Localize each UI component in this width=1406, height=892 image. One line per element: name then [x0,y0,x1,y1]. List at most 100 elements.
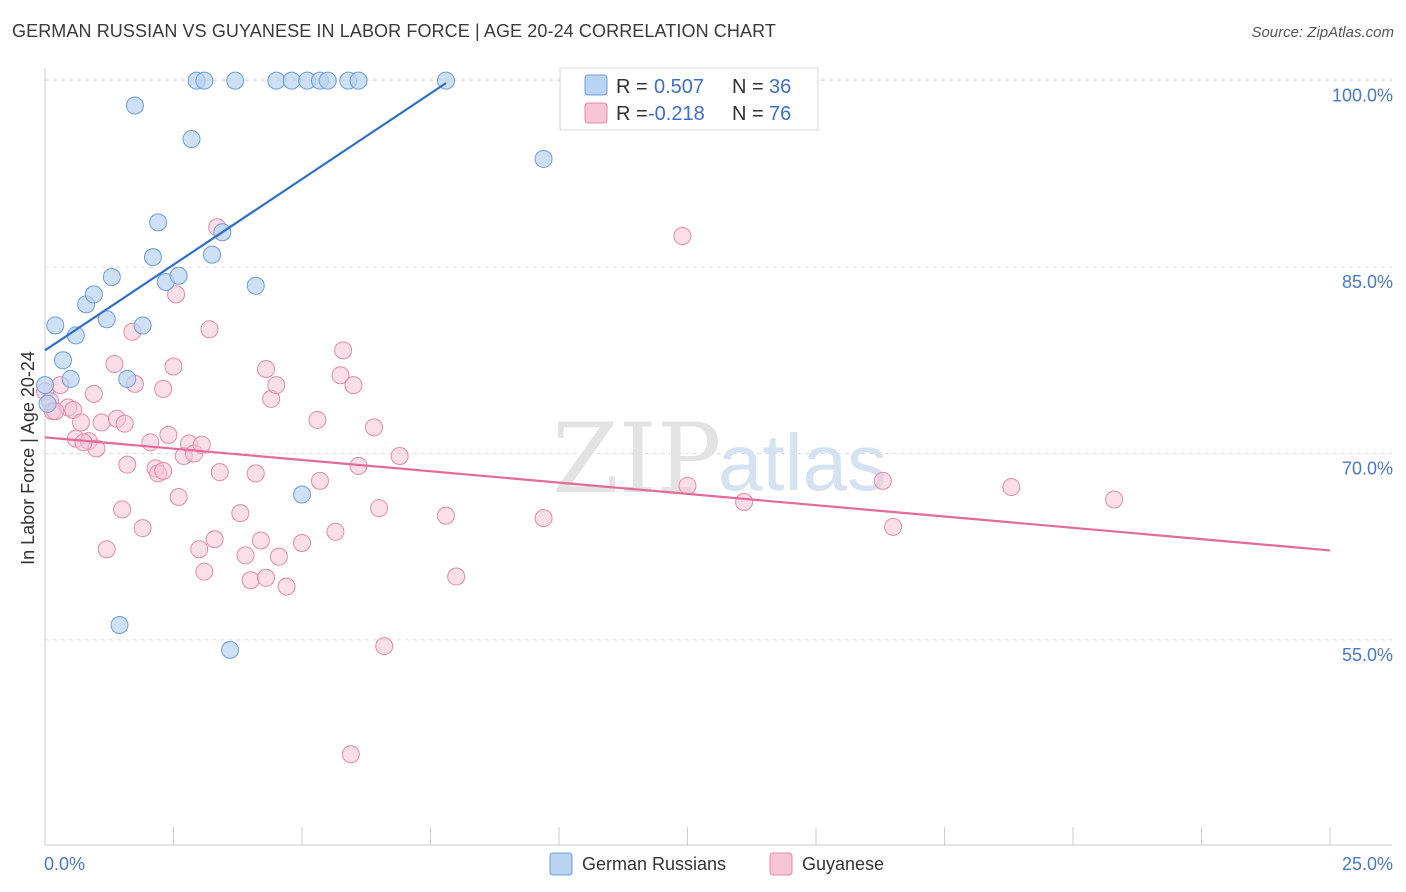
guyanese-point [200,320,219,339]
german-russian-point [149,213,168,232]
y-tick-label: 55.0% [1342,645,1393,665]
german-russian-point [267,71,286,90]
guyanese-point [331,366,350,385]
guyanese-point [236,546,255,565]
guyanese-point [735,492,754,511]
series-legend: German Russians Guyanese [549,852,884,876]
german-russian-point [84,285,103,304]
guyanese-point [105,355,124,374]
guyanese-point [251,531,270,550]
guyanese-point [113,500,132,519]
x-tick-label: 25.0% [1342,854,1393,874]
guyanese-point [436,506,455,525]
german-russian-point [118,369,137,388]
guyanese-point [164,357,183,376]
german-russian-point [195,71,214,90]
german-russian-point [203,245,222,264]
guyanese-point [364,418,383,437]
legend-r-label-1: R = [616,76,648,98]
german-russian-point [318,71,337,90]
german-russian-trend-line [44,82,447,352]
watermark-zip: ZIP [552,403,721,515]
german-russian-point [38,394,57,413]
guyanese-point [277,577,296,596]
german-russian-point [226,71,245,90]
trend-lines [44,82,1331,552]
legend-swatch-blue [584,74,608,96]
german-russian-point [53,351,72,370]
guyanese-point [293,533,311,552]
guyanese-point [310,471,329,490]
guyanese-point [195,562,214,581]
german-russian-point [221,640,240,659]
german-russian-point [125,96,144,115]
y-tick-label: 100.0% [1332,86,1393,106]
german-russian-point [61,369,80,388]
guyanese-point [390,446,409,465]
y-tick-labels: 55.0% 70.0% 85.0% 100.0% [1332,86,1393,665]
y-tick-label: 70.0% [1342,459,1393,479]
guyanese-point [159,425,178,444]
legend-n-value-2: 76 [769,103,791,125]
bottom-legend-label-1: German Russians [582,854,726,874]
guyanese-point [257,359,276,378]
guyanese-point [267,376,286,395]
legend-n-label-2: N = [732,103,764,125]
guyanese-point [154,379,173,398]
german-russian-point [143,248,162,267]
german-russian-point [246,276,265,295]
german-russian-point [169,266,188,285]
guyanese-point [341,745,360,764]
german-russian-points [36,71,553,659]
guyanese-point [167,285,186,304]
guyanese-point [344,376,363,395]
bottom-legend-swatch-blue [549,852,573,876]
y-axis-title: In Labor Force | Age 20-24 [18,351,38,565]
german-russian-point [110,616,129,635]
german-russian-point [133,316,152,335]
guyanese-point [190,540,209,559]
guyanese-point [873,471,892,490]
german-russian-point [182,130,201,149]
german-russian-point [293,485,311,504]
guyanese-point [231,504,250,523]
guyanese-point [118,455,137,474]
guyanese-point [884,517,903,536]
guyanese-point [205,530,224,549]
guyanese-point [71,413,90,432]
guyanese-point [534,509,553,528]
guyanese-point [269,547,288,566]
legend-r-label-2: R = [616,103,648,125]
y-tick-label: 85.0% [1342,272,1393,292]
legend-n-value-1: 36 [769,76,791,98]
german-russian-point [97,310,116,329]
guyanese-point [133,519,152,538]
guyanese-point [673,227,692,245]
x-tick-labels: 0.0% 25.0% [44,854,1393,874]
guyanese-point [447,567,466,586]
guyanese-point [375,637,394,656]
guyanese-point [84,384,103,403]
guyanese-point [678,476,697,495]
guyanese-point [257,568,276,587]
axes [44,68,1392,846]
bottom-legend-swatch-pink [769,852,793,876]
x-tick-label: 0.0% [44,854,85,874]
german-russian-point [534,149,553,168]
guyanese-point [1105,490,1124,509]
guyanese-point [246,464,265,483]
guyanese-point [97,540,116,559]
german-russian-point [46,316,65,335]
german-russian-point [349,71,368,90]
watermark-atlas: atlas [718,418,887,507]
stats-legend: R = 0.507 N = 36 R = -0.218 N = 76 [559,67,819,131]
guyanese-point [1002,478,1021,497]
guyanese-point [169,488,188,506]
guyanese-point [154,461,173,480]
chart-title: GERMAN RUSSIAN VS GUYANESE IN LABOR FORC… [12,21,776,41]
guyanese-point [115,414,134,433]
legend-r-value-1: 0.507 [654,76,704,98]
guyanese-point [192,435,211,454]
guyanese-point [370,499,389,518]
